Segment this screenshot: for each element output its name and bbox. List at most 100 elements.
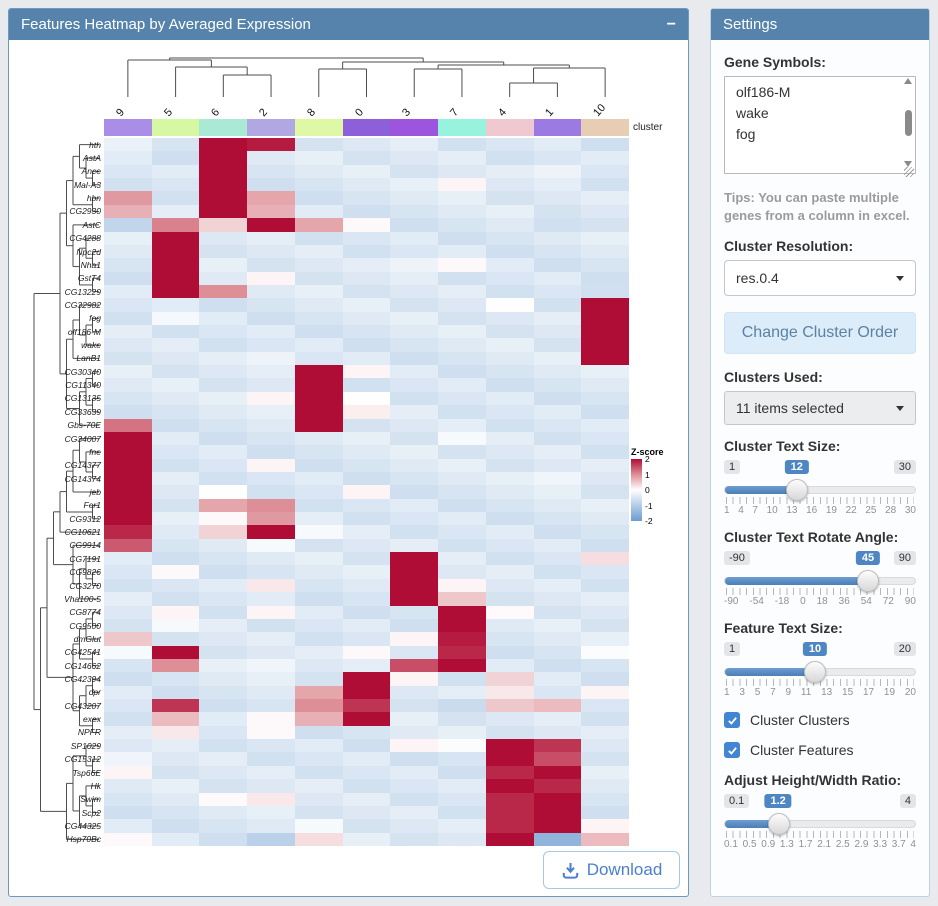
slider-tick-label: 20 xyxy=(904,687,916,699)
heatmap-cell xyxy=(199,699,248,713)
heatmap-cell xyxy=(390,618,439,633)
slider-tick-label: 2.9 xyxy=(854,839,869,851)
heatmap-cell xyxy=(199,552,248,566)
cluster-bar-cell xyxy=(199,119,248,136)
heatmap-cell xyxy=(151,739,200,753)
heatmap-cell xyxy=(533,632,582,646)
heatmap-cell xyxy=(485,645,534,659)
slider-handle[interactable] xyxy=(767,813,790,836)
heatmap-cell xyxy=(199,779,248,793)
checkbox-label: Cluster Features xyxy=(750,742,854,759)
gene-label: Vha100-5 xyxy=(64,593,101,604)
gene-label: CG13135 xyxy=(64,393,101,404)
slider-handle[interactable] xyxy=(786,479,808,502)
heatmap-cell xyxy=(104,458,152,472)
column-label: 7 xyxy=(448,106,462,119)
heatmap-cell xyxy=(438,512,486,526)
gene-symbols-label: Gene Symbols: xyxy=(724,54,826,70)
heatmap-cell xyxy=(342,699,391,713)
heatmap-cell xyxy=(151,552,200,566)
heatmap-cell xyxy=(247,471,295,486)
slider-handle[interactable] xyxy=(856,570,879,593)
heatmap-cell xyxy=(342,351,391,366)
heatmap-cell xyxy=(390,338,439,352)
clusters-used-select[interactable]: 11 items selected xyxy=(724,391,916,426)
cluster-resolution-select[interactable]: res.0.4 xyxy=(724,260,916,297)
heatmap-cell xyxy=(485,752,534,766)
gene-label: Ance xyxy=(81,166,101,177)
cluster-text-rotate-slider[interactable]: -90 45 90 -90 -54 -18 0 18 36 54 72 90 xyxy=(724,551,916,607)
heatmap-cell xyxy=(104,231,152,245)
slider-handle[interactable] xyxy=(804,661,827,684)
gene-label: CG3270 xyxy=(69,580,101,591)
scroll-down-icon[interactable] xyxy=(904,161,912,167)
heatmap-cell xyxy=(390,552,439,566)
heatmap-cell xyxy=(533,244,582,259)
slider-min-badge: 1 xyxy=(724,642,741,657)
heatmap-cell xyxy=(485,164,534,179)
heatmap-cell xyxy=(533,471,582,486)
gene-label: hbn xyxy=(86,193,101,204)
heatmap-cell xyxy=(342,191,391,205)
checkbox-checked-icon[interactable] xyxy=(724,712,740,729)
slider-max-badge: 90 xyxy=(893,551,916,566)
heatmap-cell xyxy=(581,819,629,833)
slider-track[interactable] xyxy=(724,813,916,836)
slider-min-badge: 0.1 xyxy=(724,794,750,809)
resize-handle-icon[interactable] xyxy=(904,167,914,177)
heatmap-cell xyxy=(199,365,248,379)
heatmap-cell xyxy=(485,485,534,499)
collapse-icon[interactable]: − xyxy=(666,15,676,33)
heatmap-cell xyxy=(294,779,343,793)
heatmap-cell xyxy=(342,311,391,326)
heatmap-cell xyxy=(247,512,295,526)
heatmap-cell xyxy=(199,284,248,299)
heatmap-cell xyxy=(438,284,486,299)
cluster-bar-cell xyxy=(390,119,439,136)
scrollbar-thumb[interactable] xyxy=(904,109,912,136)
heatmap-cell xyxy=(151,592,200,606)
heatmap-cell xyxy=(294,819,343,833)
heatmap-cell xyxy=(104,752,152,766)
heatmap-cell xyxy=(533,792,582,806)
column-label: 10 xyxy=(591,101,609,119)
heatmap-panel-header: Features Heatmap by Averaged Expression … xyxy=(9,9,688,40)
change-cluster-order-button[interactable]: Change Cluster Order xyxy=(724,312,916,355)
column-label: 5 xyxy=(161,106,175,119)
cluster-text-size-slider[interactable]: 1 12 30 1 4 7 10 13 16 19 22 25 28 30 xyxy=(724,460,916,516)
heatmap-cell xyxy=(294,645,343,659)
slider-tick-label: 7 xyxy=(752,505,758,517)
heatmap-cell xyxy=(438,311,486,326)
heatmap-cell xyxy=(104,498,152,513)
checkbox-checked-icon[interactable] xyxy=(724,742,740,759)
heatmap-cell xyxy=(247,672,295,686)
heatmap-cell xyxy=(151,151,200,165)
heatmap-cell xyxy=(104,525,152,539)
gene-symbols-input[interactable]: olf186-M wake fog xyxy=(724,76,916,174)
scroll-up-icon[interactable] xyxy=(904,78,912,84)
heatmap-cell xyxy=(151,391,200,406)
heatmap-cell xyxy=(438,765,486,780)
download-button[interactable]: Download xyxy=(543,851,680,889)
heatmap-cell xyxy=(247,204,295,219)
heatmap-cell xyxy=(581,565,629,579)
heatmap-cell xyxy=(294,218,343,232)
heatmap-cell xyxy=(438,138,486,152)
slider-track[interactable] xyxy=(724,661,916,684)
feature-text-size-slider[interactable]: 1 10 20 1 3 5 7 9 11 13 15 17 19 20 xyxy=(724,642,916,698)
heatmap-cell xyxy=(294,378,343,392)
slider-tick-label: 22 xyxy=(845,505,857,517)
heatmap-cell xyxy=(104,445,152,459)
ratio-slider[interactable]: 0.1 1.2 4 0.1 0.5 0.9 1.3 1.7 2.1 2.5 2.9 3.3 3.7… xyxy=(724,794,916,850)
slider-track[interactable] xyxy=(724,479,916,502)
heatmap-cell xyxy=(390,712,439,726)
heatmap-cell xyxy=(342,605,391,619)
heatmap-cell xyxy=(104,779,152,793)
clusters-used-value: 11 items selected xyxy=(736,400,844,417)
textarea-scrollbar[interactable] xyxy=(902,78,914,167)
slider-track[interactable] xyxy=(724,570,916,593)
heatmap-cell xyxy=(151,298,200,312)
heatmap-cell xyxy=(104,378,152,392)
heatmap-cell xyxy=(581,365,629,379)
gene-label: CG2930 xyxy=(69,206,101,217)
